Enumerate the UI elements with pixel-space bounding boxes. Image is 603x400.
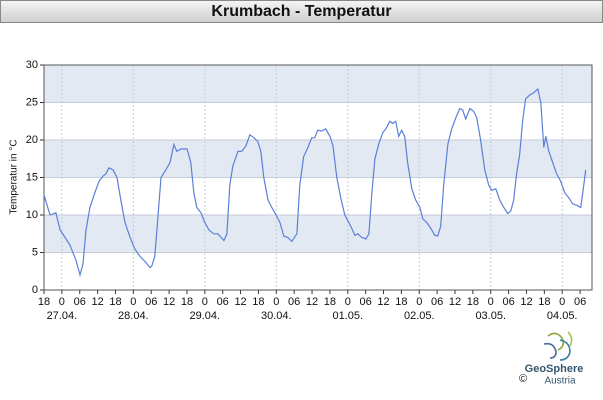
x-tick-label: 0 [416, 296, 422, 308]
y-tick-label: 10 [26, 209, 38, 221]
date-label: 28.04. [118, 310, 149, 322]
x-tick-label: 06 [574, 296, 586, 308]
plot-frame [43, 64, 593, 291]
x-tick-label: 06 [74, 296, 86, 308]
x-tick-label: 06 [360, 296, 372, 308]
x-tick-label: 18 [395, 296, 407, 308]
x-tick-label: 18 [467, 296, 479, 308]
x-tick-label: 0 [345, 296, 351, 308]
x-tick-label: 0 [130, 296, 136, 308]
data-line [43, 87, 587, 278]
x-tick-label: 0 [488, 296, 494, 308]
x-tick-label: 18 [538, 296, 550, 308]
x-tick-label: 18 [109, 296, 121, 308]
x-tick-label: 12 [91, 296, 103, 308]
logo-sub: Austria [544, 376, 576, 387]
x-tick-label: 12 [520, 296, 532, 308]
x-tick-label: 0 [202, 296, 208, 308]
date-label: 02.05. [404, 310, 435, 322]
x-tick-label: 0 [273, 296, 279, 308]
y-tick-label: 15 [26, 171, 38, 183]
y-tick-label: 5 [32, 246, 38, 258]
date-label: 30.04. [261, 310, 292, 322]
y-tick-label: 25 [26, 96, 38, 108]
x-tick-label: 12 [306, 296, 318, 308]
x-tick-label: 06 [431, 296, 443, 308]
x-tick-label: 06 [217, 296, 229, 308]
x-tick-label: 06 [288, 296, 300, 308]
x-tick-label: 06 [502, 296, 514, 308]
x-tick-label: 18 [181, 296, 193, 308]
logo-icon [543, 331, 573, 361]
x-tick-label: 06 [145, 296, 157, 308]
x-tick-label: 12 [163, 296, 175, 308]
date-label: 29.04. [190, 310, 221, 322]
x-tick-label: 18 [38, 296, 50, 308]
x-tick-label: 18 [252, 296, 264, 308]
copyright: © [519, 373, 527, 385]
date-label: 27.04. [47, 310, 78, 322]
grid-band [44, 215, 592, 253]
chart-title: Krumbach - Temperatur [0, 0, 603, 23]
grid-band [44, 140, 592, 178]
x-tick-label: 18 [324, 296, 336, 308]
y-tick-label: 20 [26, 134, 38, 146]
date-label: 04.05. [547, 310, 578, 322]
grid-band [44, 65, 592, 103]
x-tick-label: 0 [559, 296, 565, 308]
logo-name: GeoSphere [525, 363, 584, 375]
y-axis-label: Temperatur in °C [9, 139, 20, 214]
x-tick-label: 12 [449, 296, 461, 308]
x-tick-label: 12 [377, 296, 389, 308]
date-label: 03.05. [475, 310, 506, 322]
y-tick-label: 30 [26, 59, 38, 71]
x-tick-label: 0 [59, 296, 65, 308]
x-tick-label: 12 [234, 296, 246, 308]
y-tick-label: 0 [32, 284, 38, 296]
date-label: 01.05. [332, 310, 363, 322]
